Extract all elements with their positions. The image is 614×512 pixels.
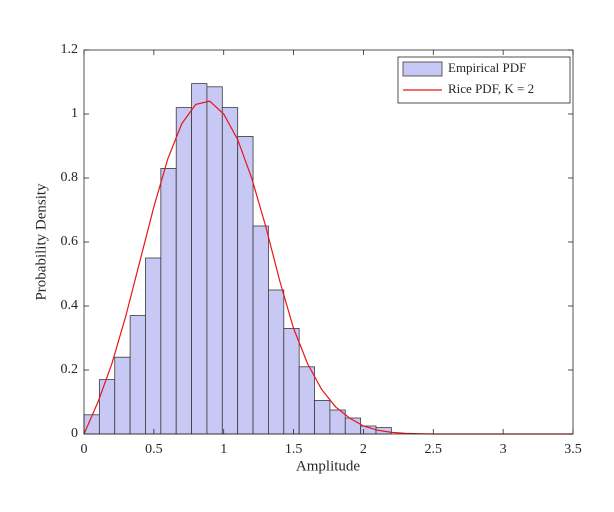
histogram-bar xyxy=(114,356,131,435)
x-tick-label: 2.5 xyxy=(425,442,443,457)
x-tick-label: 3 xyxy=(500,442,507,457)
histogram-bar xyxy=(329,409,346,435)
x-tick-label: 0 xyxy=(81,442,88,457)
histogram-bar xyxy=(283,327,300,435)
y-tick-label: 1.2 xyxy=(61,42,79,57)
x-tick-label: 3.5 xyxy=(564,442,582,457)
histogram-bar xyxy=(175,107,192,435)
y-tick-label: 0.8 xyxy=(61,170,79,185)
y-tick-label: 0.2 xyxy=(61,362,79,377)
histogram-bar xyxy=(206,86,223,435)
y-axis-label: Probability Density xyxy=(33,183,49,301)
x-tick-label: 0.5 xyxy=(145,442,163,457)
y-tick-label: 0 xyxy=(71,426,78,441)
legend-label: Rice PDF, K = 2 xyxy=(448,81,534,96)
histogram-bar xyxy=(160,167,177,435)
histogram-bar xyxy=(98,379,116,435)
x-tick-label: 1.5 xyxy=(285,442,303,457)
x-tick-label: 2 xyxy=(360,442,367,457)
x-axis-label: Amplitude xyxy=(296,458,361,474)
legend-swatch xyxy=(402,61,443,77)
histogram-bar xyxy=(145,257,162,435)
histogram-bar xyxy=(268,289,285,435)
y-tick-label: 1 xyxy=(71,106,78,121)
histogram-bar xyxy=(221,107,239,435)
x-tick-label: 1 xyxy=(220,442,227,457)
histogram-bar xyxy=(237,135,254,435)
histogram-bar xyxy=(129,315,146,435)
histogram-bar xyxy=(314,399,331,435)
histogram-bar xyxy=(298,366,315,435)
histogram-bar xyxy=(191,83,208,435)
histogram-bar xyxy=(252,225,269,435)
y-tick-label: 0.4 xyxy=(61,298,79,313)
y-tick-label: 0.6 xyxy=(61,234,79,249)
legend-label: Empirical PDF xyxy=(448,60,526,75)
